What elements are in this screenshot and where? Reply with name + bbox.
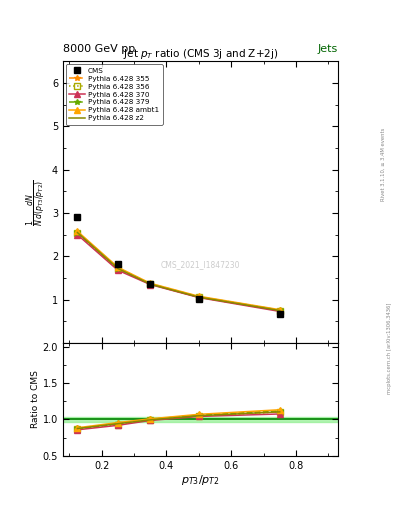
Line: CMS: CMS — [74, 214, 283, 317]
Pythia 6.428 370 — [277, 308, 282, 314]
Pythia 6.428 356 — [148, 281, 152, 287]
Pythia 6.428 ambt1 — [75, 228, 80, 234]
CMS — [277, 310, 282, 316]
Line: Pythia 6.428 355: Pythia 6.428 355 — [74, 230, 283, 314]
Y-axis label: Ratio to CMS: Ratio to CMS — [31, 370, 40, 429]
Pythia 6.428 z2 — [148, 281, 152, 287]
Pythia 6.428 379 — [277, 307, 282, 313]
Title: Jet $p_T$ ratio (CMS 3j and Z+2j): Jet $p_T$ ratio (CMS 3j and Z+2j) — [123, 47, 278, 61]
Pythia 6.428 370 — [196, 294, 201, 301]
Pythia 6.428 370 — [75, 231, 80, 238]
CMS — [75, 214, 80, 220]
Pythia 6.428 ambt1 — [148, 280, 152, 286]
Line: Pythia 6.428 356: Pythia 6.428 356 — [74, 229, 283, 314]
Pythia 6.428 ambt1 — [277, 307, 282, 313]
Pythia 6.428 355 — [196, 294, 201, 300]
Bar — [63, 417, 338, 421]
Pythia 6.428 356 — [75, 229, 80, 236]
Text: Jets: Jets — [318, 44, 338, 54]
Y-axis label: $\frac{1}{N}\frac{dN}{d(p_{T3}/p_{T2})}$: $\frac{1}{N}\frac{dN}{d(p_{T3}/p_{T2})}$ — [25, 179, 49, 226]
Pythia 6.428 356 — [116, 266, 120, 272]
Line: Pythia 6.428 370: Pythia 6.428 370 — [74, 231, 283, 314]
Text: 8000 GeV pp: 8000 GeV pp — [63, 44, 135, 54]
Pythia 6.428 379 — [116, 265, 120, 271]
Pythia 6.428 356 — [196, 294, 201, 300]
Pythia 6.428 355 — [277, 308, 282, 314]
Text: Rivet 3.1.10, ≥ 3.4M events: Rivet 3.1.10, ≥ 3.4M events — [381, 127, 386, 201]
Pythia 6.428 379 — [75, 229, 80, 235]
CMS — [116, 261, 120, 267]
Pythia 6.428 z2 — [196, 294, 201, 300]
Line: Pythia 6.428 379: Pythia 6.428 379 — [74, 229, 283, 313]
Pythia 6.428 355 — [116, 265, 120, 271]
Pythia 6.428 370 — [116, 267, 120, 273]
Pythia 6.428 379 — [196, 293, 201, 300]
X-axis label: $p_{T3}/p_{T2}$: $p_{T3}/p_{T2}$ — [181, 473, 220, 487]
Line: Pythia 6.428 z2: Pythia 6.428 z2 — [77, 232, 280, 311]
Pythia 6.428 z2 — [277, 308, 282, 314]
Pythia 6.428 379 — [148, 281, 152, 287]
Pythia 6.428 ambt1 — [196, 293, 201, 300]
Pythia 6.428 z2 — [116, 265, 120, 271]
Text: CMS_2021_I1847230: CMS_2021_I1847230 — [161, 260, 240, 269]
CMS — [196, 296, 201, 303]
Line: Pythia 6.428 ambt1: Pythia 6.428 ambt1 — [74, 228, 283, 313]
Legend: CMS, Pythia 6.428 355, Pythia 6.428 356, Pythia 6.428 370, Pythia 6.428 379, Pyt: CMS, Pythia 6.428 355, Pythia 6.428 356,… — [66, 65, 163, 125]
CMS — [148, 281, 152, 287]
Pythia 6.428 ambt1 — [116, 264, 120, 270]
Pythia 6.428 370 — [148, 282, 152, 288]
Pythia 6.428 355 — [148, 281, 152, 287]
Pythia 6.428 355 — [75, 230, 80, 237]
Pythia 6.428 356 — [277, 308, 282, 314]
Pythia 6.428 z2 — [75, 229, 80, 236]
Text: mcplots.cern.ch [arXiv:1306.3436]: mcplots.cern.ch [arXiv:1306.3436] — [387, 303, 391, 394]
